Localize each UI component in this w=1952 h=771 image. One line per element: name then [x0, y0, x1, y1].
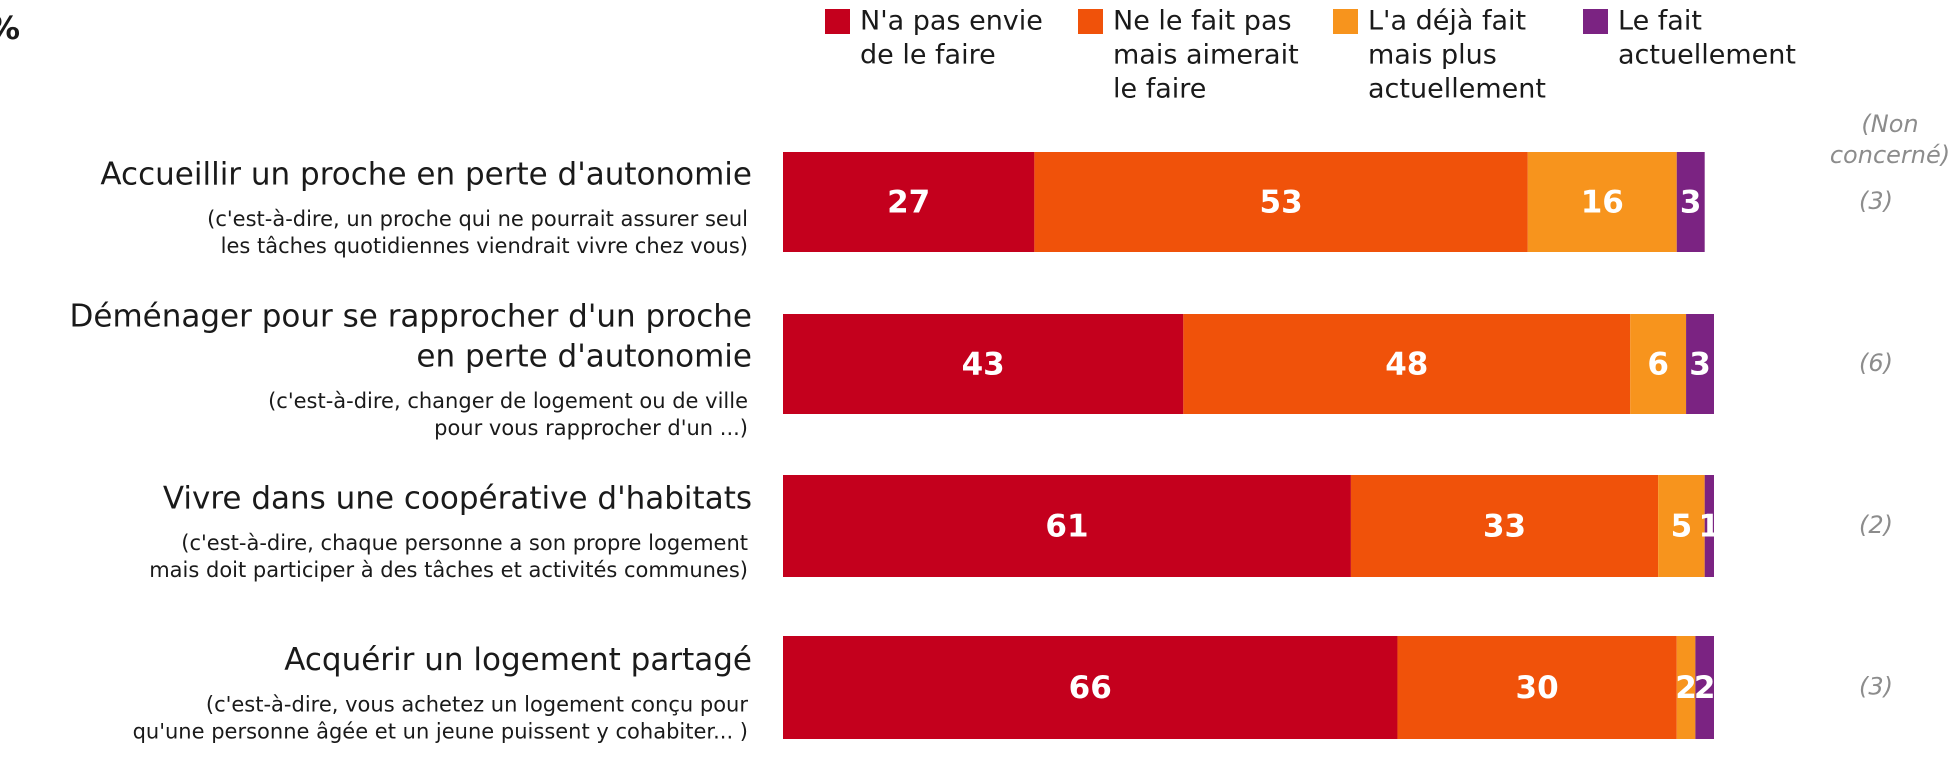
non-concerne-value: (6)	[1859, 349, 1893, 377]
value-label: 1	[1699, 509, 1721, 545]
value-label: 27	[887, 185, 930, 221]
bar-segment	[783, 475, 1351, 577]
legend-label: L'a déjà fait	[1368, 6, 1526, 37]
bar-segment	[783, 314, 1184, 414]
category-label: Accueillir un proche en perte d'autonomi…	[100, 157, 752, 193]
bar-segment	[1527, 152, 1677, 252]
category-subtitle: (c'est-à-dire, changer de logement ou de…	[268, 389, 748, 413]
bar-segment	[1034, 152, 1528, 252]
non-concerne-value: (3)	[1859, 187, 1893, 215]
legend-label: N'a pas envie	[860, 6, 1043, 37]
value-label: 2	[1675, 670, 1697, 706]
category-subtitle: pour vous rapprocher d'un ...)	[434, 416, 748, 440]
category-label: en perte d'autonomie	[416, 339, 752, 375]
bar-segment	[1183, 314, 1631, 414]
bar-segment	[1704, 475, 1714, 577]
non-concerne-header: concerné)	[1830, 141, 1950, 169]
legend-label: mais aimerait	[1113, 40, 1299, 71]
category-subtitle: qu'une personne âgée et un jeune puissen…	[133, 720, 748, 744]
value-label: 66	[1069, 670, 1112, 706]
category-label: Acquérir un logement partagé	[284, 642, 752, 678]
legend-label: actuellement	[1618, 40, 1796, 71]
non-concerne-value: (2)	[1859, 511, 1893, 539]
value-label: 3	[1689, 347, 1711, 383]
category-subtitle: (c'est-à-dire, un proche qui ne pourrait…	[207, 207, 748, 231]
category-subtitle: les tâches quotidiennes viendrait vivre …	[221, 234, 748, 258]
bar-segment	[1397, 636, 1677, 739]
legend-swatch	[1583, 9, 1608, 34]
value-label: 61	[1045, 509, 1088, 545]
legend-label: de le faire	[860, 40, 996, 71]
value-label: 6	[1647, 347, 1669, 383]
bar-segment	[1686, 314, 1714, 414]
bar-segment	[783, 152, 1035, 252]
value-label: 53	[1260, 185, 1303, 221]
value-label: 5	[1671, 509, 1693, 545]
value-label: 30	[1516, 670, 1559, 706]
value-label: 16	[1581, 185, 1624, 221]
bar-segment	[1676, 636, 1696, 739]
legend-swatch	[1078, 9, 1103, 34]
legend-swatch	[825, 9, 850, 34]
value-label: 48	[1385, 347, 1428, 383]
legend-label: mais plus	[1368, 40, 1497, 71]
value-label: 33	[1483, 509, 1526, 545]
non-concerne-header: (Non	[1861, 110, 1918, 138]
bar-segment	[1350, 475, 1659, 577]
bar-segment	[1695, 636, 1714, 739]
legend-label: Ne le fait pas	[1113, 6, 1292, 37]
unit-label: %	[0, 9, 20, 47]
bar-segment	[1676, 152, 1705, 252]
category-subtitle: mais doit participer à des tâches et act…	[149, 558, 748, 582]
legend-swatch	[1333, 9, 1358, 34]
bar-segment	[783, 636, 1398, 739]
value-label: 43	[962, 347, 1005, 383]
legend-label: actuellement	[1368, 74, 1546, 105]
value-label: 2	[1694, 670, 1716, 706]
non-concerne-value: (3)	[1859, 673, 1893, 701]
legend-label: Le fait	[1618, 6, 1702, 37]
legend-label: le faire	[1113, 74, 1206, 105]
category-subtitle: (c'est-à-dire, chaque personne a son pro…	[181, 531, 748, 555]
bar-segment	[1658, 475, 1705, 577]
category-subtitle: (c'est-à-dire, vous achetez un logement …	[206, 693, 748, 717]
bar-segment	[1630, 314, 1687, 414]
value-label: 3	[1680, 185, 1702, 221]
category-label: Déménager pour se rapprocher d'un proche	[70, 299, 752, 335]
category-label: Vivre dans une coopérative d'habitats	[163, 481, 752, 517]
